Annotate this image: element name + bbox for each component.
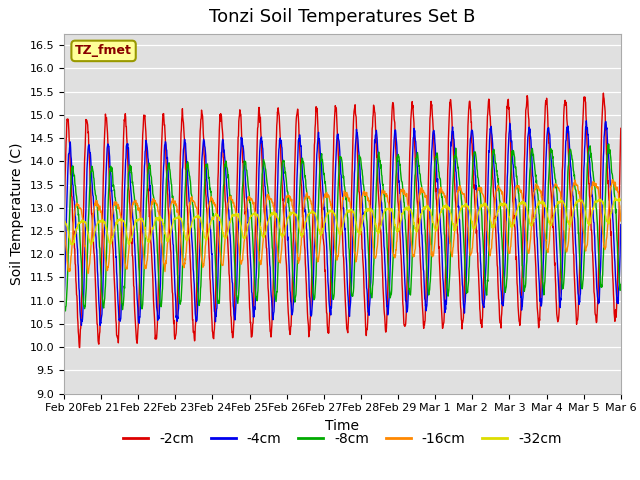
-8cm [160, 247, 168, 252]
-8cm [71, 180, 79, 185]
X-axis label: Time: Time [325, 419, 360, 433]
-8cm [346, 247, 353, 252]
Line: -2cm: -2cm [64, 93, 621, 348]
-2cm [346, 301, 353, 307]
Line: -16cm: -16cm [64, 180, 621, 273]
-4cm [346, 312, 353, 318]
-2cm [70, 245, 78, 251]
-2cm [312, 104, 320, 109]
-4cm [60, 302, 68, 308]
-16cm [609, 177, 616, 182]
-4cm [312, 179, 320, 184]
-4cm [582, 118, 590, 124]
-2cm [76, 345, 83, 350]
-32cm [60, 218, 68, 224]
Legend: -2cm, -4cm, -8cm, -16cm, -32cm: -2cm, -4cm, -8cm, -16cm, -32cm [117, 426, 568, 452]
Y-axis label: Soil Temperature (C): Soil Temperature (C) [10, 143, 24, 285]
-32cm [617, 196, 625, 202]
-2cm [617, 125, 625, 131]
Line: -8cm: -8cm [64, 144, 621, 311]
-16cm [60, 217, 68, 223]
-32cm [312, 214, 320, 219]
-8cm [582, 222, 589, 228]
-32cm [160, 225, 168, 230]
-4cm [70, 198, 78, 204]
-2cm [444, 160, 452, 166]
-2cm [600, 90, 607, 96]
-16cm [84, 270, 92, 276]
-8cm [617, 282, 625, 288]
-4cm [444, 247, 452, 253]
Line: -4cm: -4cm [64, 121, 621, 325]
-4cm [617, 222, 625, 228]
-32cm [611, 195, 619, 201]
-4cm [582, 132, 589, 137]
-2cm [582, 98, 589, 104]
-16cm [70, 212, 78, 217]
-4cm [160, 160, 168, 166]
-8cm [312, 272, 320, 277]
-16cm [444, 220, 452, 226]
-8cm [605, 141, 612, 147]
Line: -32cm: -32cm [64, 198, 621, 245]
-16cm [346, 195, 353, 201]
-16cm [582, 246, 589, 252]
-2cm [60, 223, 68, 229]
-8cm [444, 293, 452, 299]
-32cm [71, 233, 79, 239]
-8cm [61, 308, 69, 314]
-2cm [160, 118, 168, 123]
-16cm [312, 248, 320, 253]
-4cm [97, 323, 104, 328]
Title: Tonzi Soil Temperatures Set B: Tonzi Soil Temperatures Set B [209, 9, 476, 26]
-8cm [60, 300, 68, 305]
-32cm [67, 242, 75, 248]
-32cm [444, 204, 452, 210]
-16cm [617, 218, 625, 224]
-32cm [582, 208, 589, 214]
-32cm [346, 209, 353, 215]
Text: TZ_fmet: TZ_fmet [75, 44, 132, 58]
-16cm [160, 260, 168, 266]
